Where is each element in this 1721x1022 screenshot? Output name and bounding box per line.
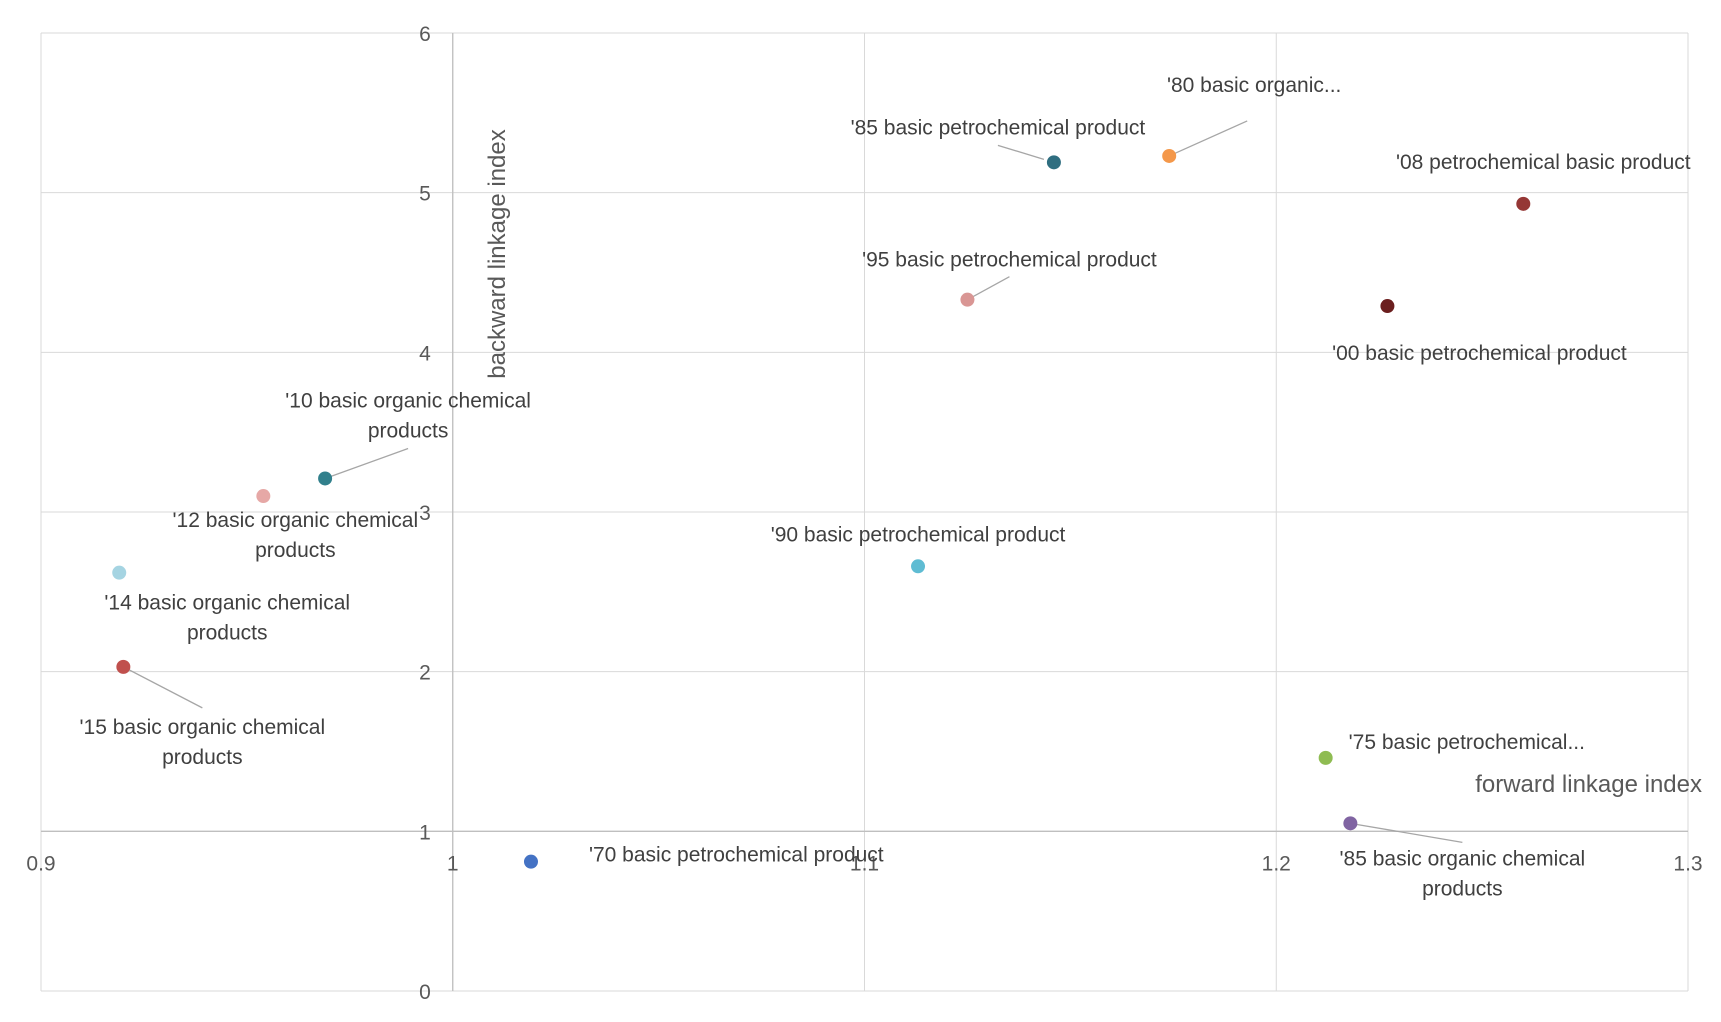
y-tick-label: 4	[419, 342, 431, 365]
data-point	[1162, 148, 1177, 163]
x-tick-label: 1.1	[850, 852, 879, 875]
data-label: products	[162, 746, 243, 769]
leader-line	[1350, 822, 1463, 843]
data-label: '08 petrochemical basic product	[1396, 151, 1691, 174]
leader-line	[997, 144, 1045, 160]
y-tick-label: 0	[419, 981, 431, 1004]
data-point	[523, 854, 538, 869]
data-label: '85 basic organic chemical	[1340, 847, 1586, 870]
x-tick-label: 1.3	[1673, 852, 1702, 875]
x-axis-title: forward linkage index	[1475, 771, 1702, 798]
data-point	[1318, 750, 1333, 765]
x-tick-label: 1.2	[1262, 852, 1291, 875]
data-label: products	[1422, 877, 1503, 900]
axes: 0.9 1 1.1 1.2 1.3 0 1 2 3 4 5 6	[26, 23, 1702, 1004]
leader-line	[324, 447, 409, 480]
data-label: products	[255, 539, 336, 562]
data-point	[960, 292, 975, 307]
data-labels: '70 basic petrochemical product '75 basic…	[80, 74, 1691, 900]
data-point	[116, 659, 131, 674]
y-tick-label: 1	[419, 821, 431, 844]
data-label: '90 basic petrochemical product	[771, 523, 1066, 546]
leader-line	[967, 276, 1010, 301]
data-point	[1516, 196, 1531, 211]
data-points	[112, 148, 1531, 869]
data-label: '70 basic petrochemical product	[589, 844, 884, 867]
x-tick-label: 1	[447, 852, 459, 875]
x-tick-label: 0.9	[26, 852, 55, 875]
y-tick-label: 2	[419, 662, 431, 685]
leader-lines	[123, 120, 1463, 843]
data-label: '80 basic organic...	[1167, 74, 1341, 97]
y-tick-label: 5	[419, 183, 431, 206]
data-label: '12 basic organic chemical	[173, 509, 419, 532]
leader-line	[123, 666, 203, 709]
data-point	[1046, 155, 1061, 170]
data-label: '00 basic petrochemical product	[1332, 342, 1627, 365]
y-tick-label: 3	[419, 502, 431, 525]
data-label: '14 basic organic chemical	[104, 592, 350, 615]
data-point	[318, 471, 333, 486]
data-label: '10 basic organic chemical	[285, 389, 531, 412]
leader-line	[1168, 120, 1248, 157]
data-label: '95 basic petrochemical product	[862, 249, 1157, 272]
y-tick-label: 6	[419, 23, 431, 46]
data-point	[112, 565, 127, 580]
data-label: '85 basic petrochemical product	[851, 116, 1146, 139]
data-point	[1343, 816, 1358, 831]
data-point	[256, 489, 271, 504]
data-label: '15 basic organic chemical	[80, 716, 326, 739]
data-point	[911, 559, 926, 574]
data-label: products	[187, 622, 268, 645]
y-axis-title: backward linkage index	[484, 129, 511, 378]
data-point	[1380, 299, 1395, 314]
data-label: products	[368, 419, 449, 442]
data-label: '75 basic petrochemical...	[1349, 731, 1585, 754]
